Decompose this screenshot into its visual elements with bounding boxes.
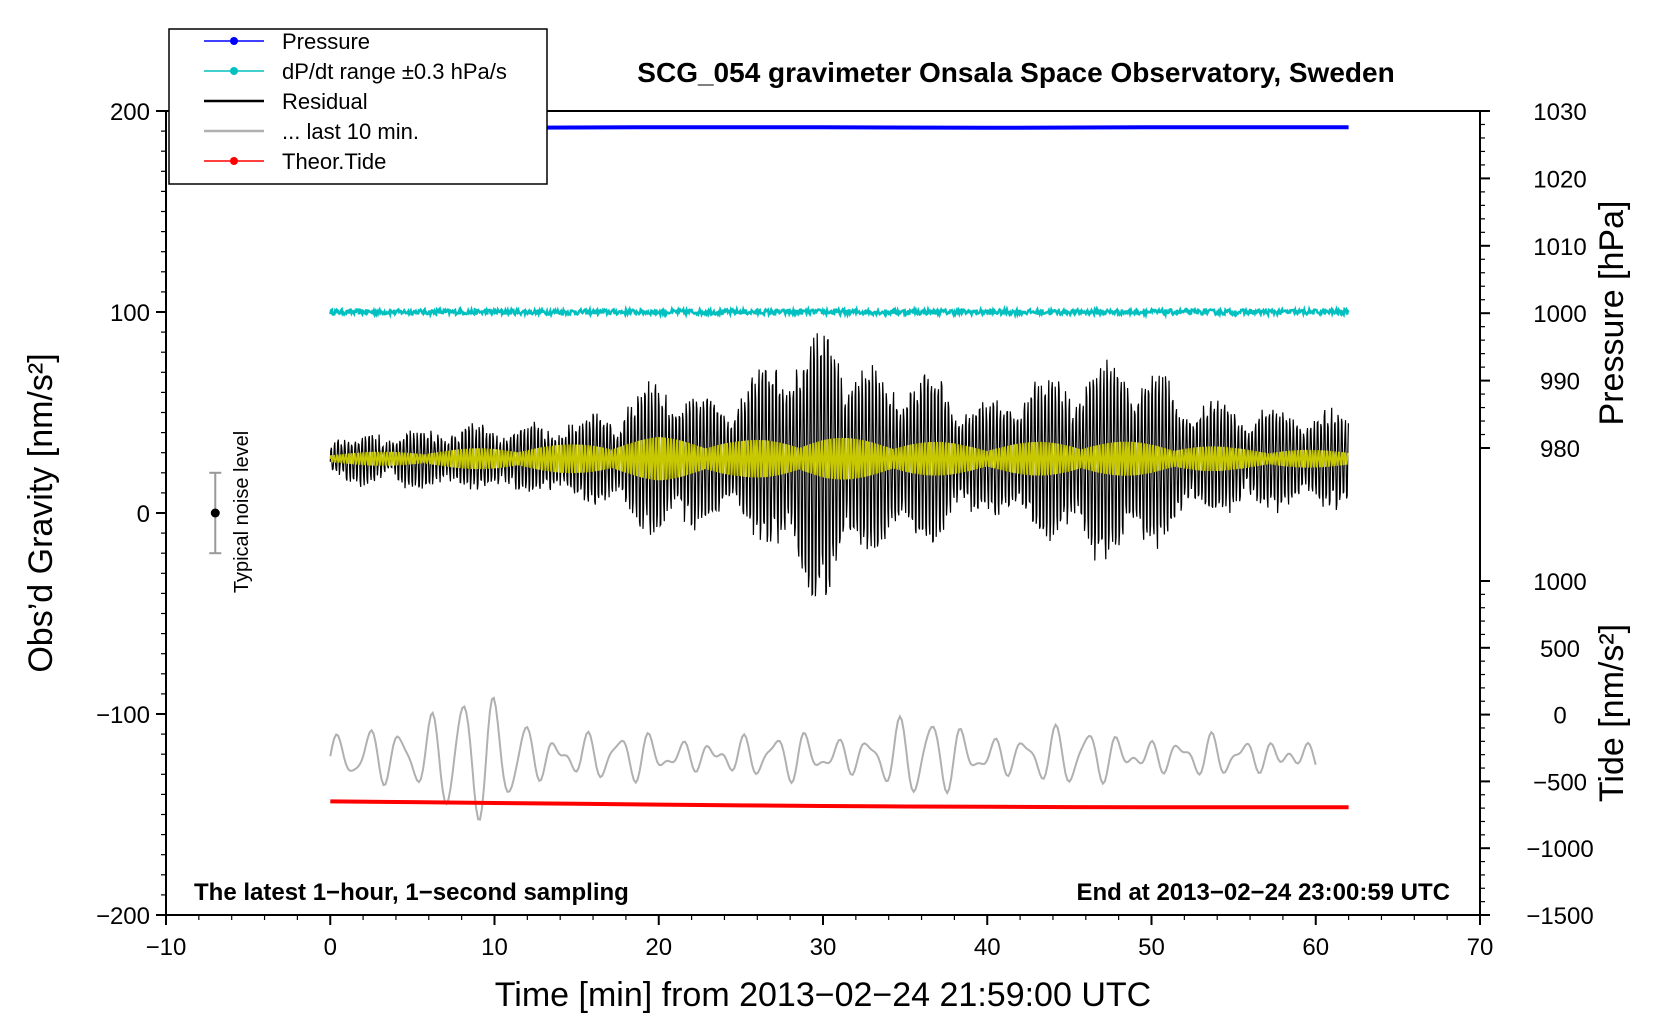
legend-label: dP/dt range ±0.3 hPa/s	[282, 59, 507, 84]
y-left-tick-label: 100	[110, 300, 150, 327]
tide-tick-label: −500	[1533, 769, 1587, 796]
y-left-tick-label: 200	[110, 99, 150, 126]
noise-label: Typical noise level	[231, 431, 253, 593]
x-axis-label: Time [min] from 2013−02−24 21:59:00 UTC	[495, 976, 1151, 1014]
pressure-tick-label: 1010	[1533, 234, 1586, 261]
noise-bar-center-dot	[210, 508, 220, 518]
pressure-tick-label: 1030	[1533, 99, 1586, 126]
x-tick-label: 70	[1467, 934, 1494, 961]
y-axis-label-pressure: Pressure [hPa]	[1593, 201, 1631, 426]
legend: Pressure dP/dt range ±0.3 hPa/s Residual..…	[168, 28, 548, 185]
chart-title: SCG_054 gravimeter Onsala Space Observat…	[637, 57, 1394, 88]
tide-series-line	[330, 799, 1349, 810]
x-tick-label: 30	[810, 934, 837, 961]
pressure-tick-label: 1020	[1533, 166, 1586, 193]
pressure-tick-label: 990	[1540, 369, 1580, 396]
x-tick-label: 10	[481, 934, 508, 961]
legend-swatch-marker	[230, 157, 238, 165]
typical-noise-indicator: Typical noise level	[209, 431, 253, 593]
tide-tick-label: 0	[1553, 703, 1566, 730]
x-tick-label: 50	[1138, 934, 1165, 961]
plot-frame	[165, 110, 1481, 916]
residual-series-line	[329, 333, 1349, 597]
y-axis-label-left: Obs’d Gravity [nm/s²]	[22, 353, 60, 672]
legend-label: Residual	[282, 89, 368, 114]
sampling-note: The latest 1−hour, 1−second sampling	[194, 879, 629, 906]
x-tick-label: −10	[146, 934, 187, 961]
x-tick-label: 20	[645, 934, 672, 961]
pressure-tick-label: 980	[1540, 436, 1580, 463]
dpdt-series-line	[329, 304, 1350, 320]
pressure-tick-label: 1000	[1533, 301, 1586, 328]
y-axis-label-tide: Tide [nm/s²]	[1593, 624, 1631, 802]
legend-label: Pressure	[282, 29, 370, 54]
tide-tick-label: 1000	[1533, 569, 1586, 596]
last-10-min-series-line	[329, 696, 1317, 821]
end-time-note: End at 2013−02−24 23:00:59 UTC	[1076, 879, 1450, 906]
legend-swatch-marker	[230, 37, 238, 45]
legend-label: Theor.Tide	[282, 149, 386, 174]
tide-tick-label: −1500	[1526, 903, 1593, 930]
x-tick-label: 0	[324, 934, 337, 961]
legend-items: Pressure dP/dt range ±0.3 hPa/s Residual..…	[204, 29, 507, 174]
tide-tick-label: 500	[1540, 636, 1580, 663]
axis-ticks-layer: −10 0 10 20 30 40 50 60 702001000−100−2001030102…	[96, 99, 1594, 961]
x-tick-label: 40	[974, 934, 1001, 961]
x-tick-label: 60	[1302, 934, 1329, 961]
legend-swatch-marker	[230, 67, 238, 75]
residual-fit-series-line	[329, 436, 1349, 481]
tide-tick-label: −1000	[1526, 836, 1593, 863]
y-left-tick-label: −200	[96, 903, 150, 930]
legend-label: ... last 10 min.	[282, 119, 419, 144]
y-left-tick-label: 0	[137, 501, 150, 528]
y-left-tick-label: −100	[96, 702, 150, 729]
